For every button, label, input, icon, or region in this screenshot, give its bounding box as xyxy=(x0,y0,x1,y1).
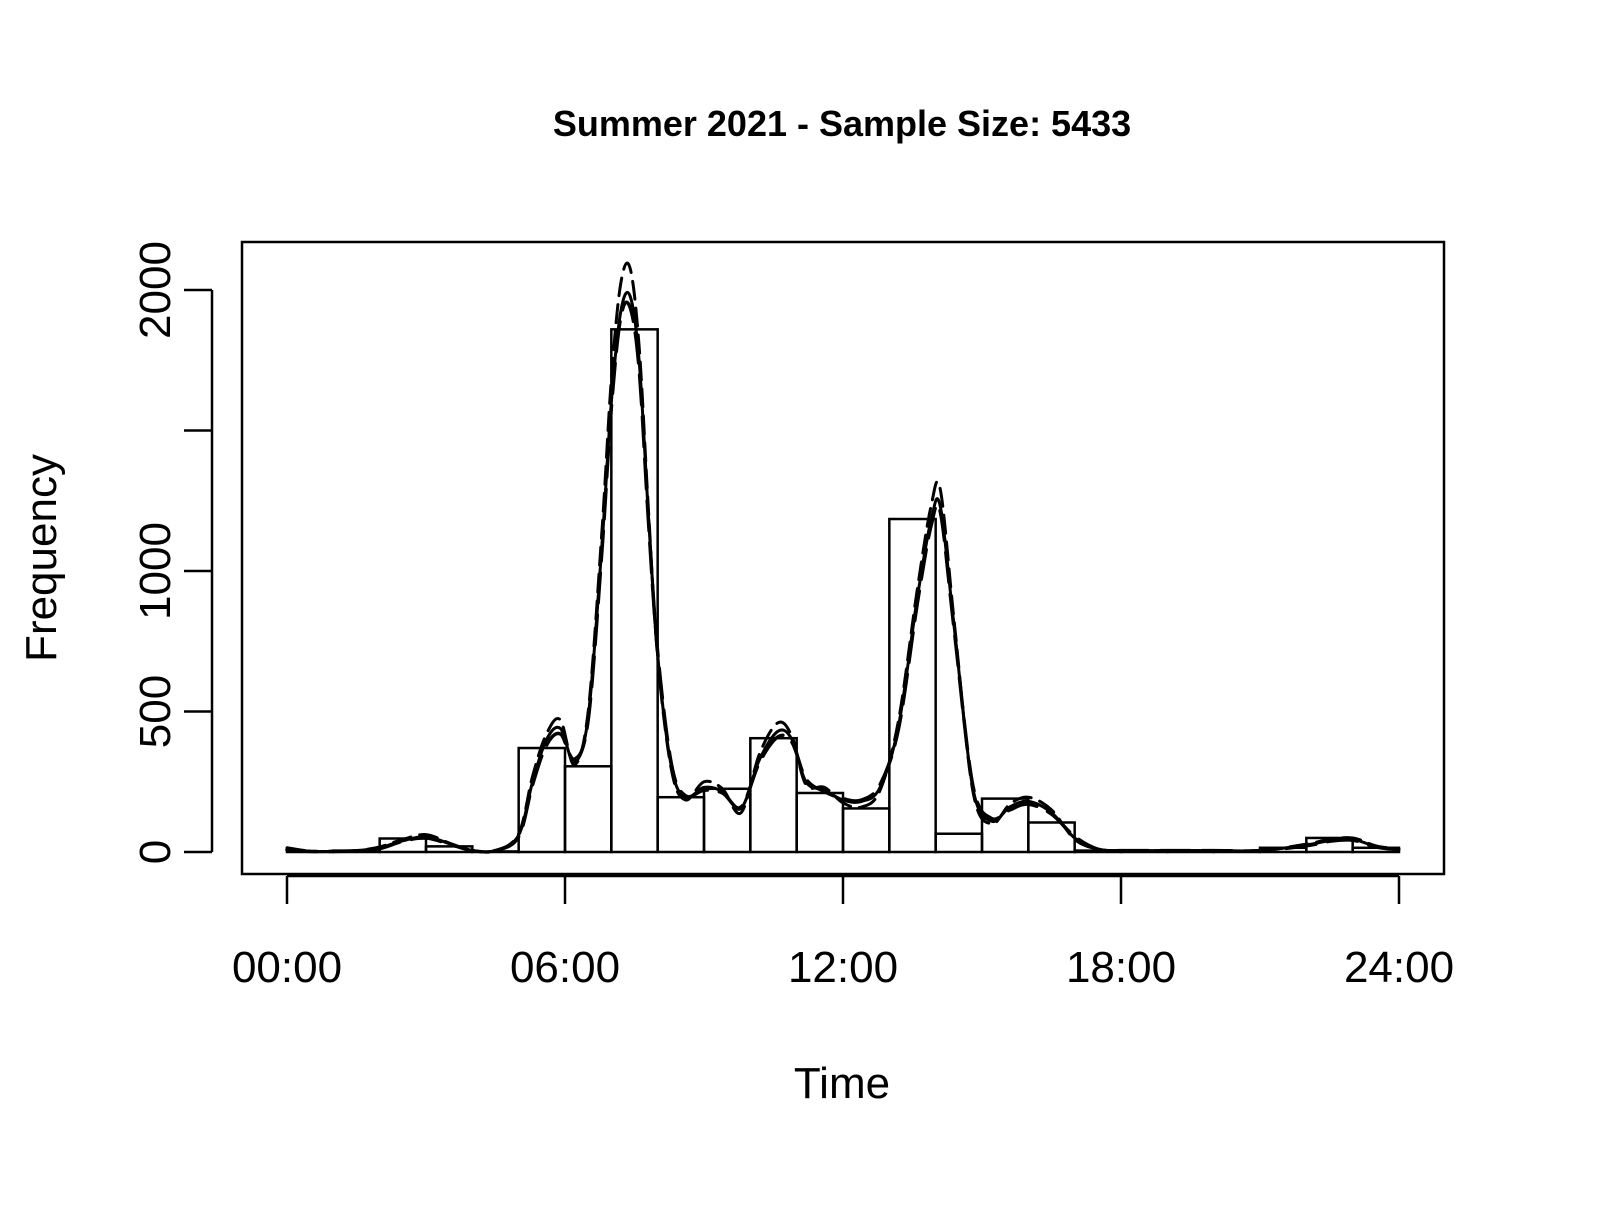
histogram-bar-10 xyxy=(749,736,798,854)
histogram-bar-12 xyxy=(841,807,891,854)
histogram-bar-6 xyxy=(563,765,613,854)
x-axis: 00:00 06:00 12:00 18:00 24:00 xyxy=(232,874,1454,992)
x-tick-label-0: 00:00 xyxy=(232,943,342,992)
histogram-bar-14 xyxy=(934,832,984,854)
x-axis-label: Time xyxy=(794,1059,890,1108)
histogram-bars xyxy=(285,328,1401,854)
x-tick-label-3: 18:00 xyxy=(1066,943,1176,992)
density-curve-dashed-short xyxy=(285,261,1401,854)
plot-frame xyxy=(240,240,1446,876)
density-curve-dashed-long xyxy=(285,300,1401,854)
density-curves xyxy=(285,261,1401,854)
x-tick-label-4: 24:00 xyxy=(1344,943,1454,992)
y-tick-label-2: 1000 xyxy=(131,522,180,620)
histogram-bar-16 xyxy=(1027,821,1076,854)
y-tick-label-0: 0 xyxy=(131,840,180,864)
x-tick-label-1: 06:00 xyxy=(510,943,620,992)
histogram-bar-5 xyxy=(517,746,567,854)
y-axis-label: Frequency xyxy=(17,454,66,662)
chart-title: Summer 2021 - Sample Size: 5433 xyxy=(553,103,1131,144)
y-tick-label-4: 2000 xyxy=(131,241,180,339)
x-tick-label-2: 12:00 xyxy=(788,943,898,992)
histogram-bar-7 xyxy=(610,328,659,854)
y-axis: 0 500 1000 2000 xyxy=(131,241,214,864)
histogram-bar-11 xyxy=(795,791,845,854)
y-tick-label-1: 500 xyxy=(131,675,180,748)
density-curve-solid xyxy=(285,290,1401,854)
histogram-bar-13 xyxy=(888,517,937,854)
histogram-bar-8 xyxy=(656,795,706,854)
